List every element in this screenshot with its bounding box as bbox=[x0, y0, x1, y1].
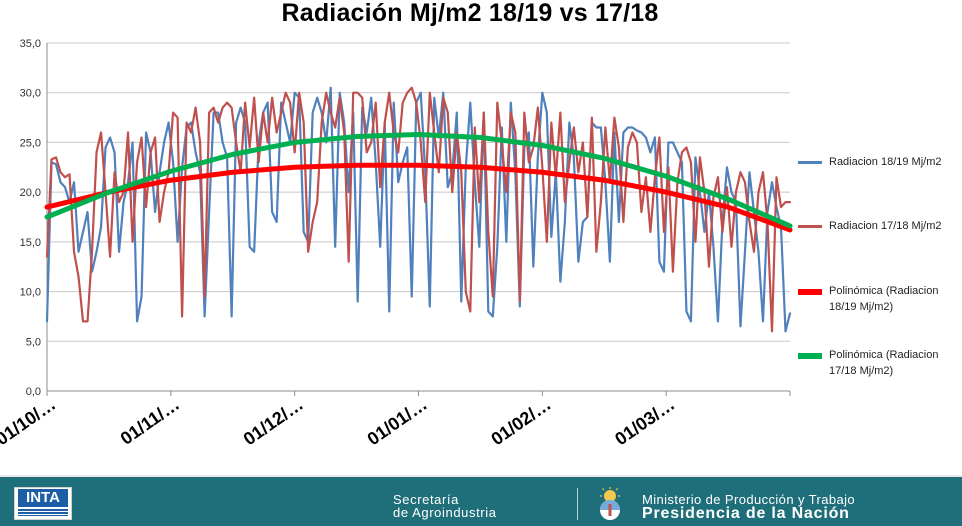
ministerio-line1: Ministerio de Producción y Trabajo bbox=[642, 492, 856, 507]
trendline-2 bbox=[44, 162, 793, 233]
x-tick-label: 01/03/… bbox=[611, 394, 678, 449]
y-tick-labels: 0,0 5,0 10,0 15,0 20,0 25,0 30,0 35,0 bbox=[20, 38, 41, 398]
x-tick-label: 01/10/… bbox=[0, 394, 59, 449]
y-tick-label: 10,0 bbox=[20, 287, 41, 299]
legend-label: Polinómica (Radiacion 17/18 Mj/m2) bbox=[829, 349, 939, 377]
inta-logo: INTA bbox=[14, 487, 72, 520]
legend-swatch-blue bbox=[798, 161, 822, 164]
gridlines bbox=[47, 42, 790, 342]
secretaria-line1: Secretaría bbox=[393, 492, 459, 507]
secretaria-line2: de Agroindustria bbox=[393, 505, 497, 520]
ministerio-line2: Presidencia de la Nación bbox=[642, 505, 850, 522]
y-tick-label: 35,0 bbox=[20, 38, 41, 50]
y-tick-label: 15,0 bbox=[20, 237, 41, 249]
legend-label: Radiacion 18/19 Mj/m2 bbox=[829, 156, 942, 168]
inta-logo-bars bbox=[18, 509, 68, 516]
chart-title: Radiación Mj/m2 18/19 vs 17/18 bbox=[281, 0, 659, 27]
legend-swatch-red bbox=[798, 225, 822, 228]
legend-label: Polinómica (Radiacion 18/19 Mj/m2) bbox=[829, 285, 939, 313]
footer-divider bbox=[577, 488, 578, 520]
series-line-1 bbox=[45, 86, 792, 333]
footer-bar bbox=[0, 477, 962, 526]
legend-swatch-trend-red bbox=[798, 289, 822, 295]
x-tick-label: 01/11/… bbox=[117, 394, 183, 449]
x-tick-label: 01/01/… bbox=[364, 394, 431, 449]
legend-label: Radiacion 17/18 Mj/m2 bbox=[829, 220, 942, 232]
x-tick-labels: 01/10/… 01/11/… 01/12/… 01/01/… 01/02/… 01/03… bbox=[0, 394, 678, 449]
y-tick-label: 5,0 bbox=[26, 336, 41, 348]
y-tick-label: 30,0 bbox=[20, 88, 41, 100]
legend-swatch-trend-green bbox=[798, 353, 822, 359]
series-lines bbox=[44, 86, 793, 333]
y-tick-label: 20,0 bbox=[20, 187, 41, 199]
x-tick-label: 01/12/… bbox=[240, 394, 307, 449]
chart-plot-area: 0,05,010,015,020,025,030,035,0 01/10/… 01… bbox=[0, 38, 793, 449]
trendline-3 bbox=[44, 131, 793, 229]
inta-logo-text: INTA bbox=[18, 489, 68, 507]
x-tick-label: 01/02/… bbox=[487, 394, 554, 449]
y-tick-label: 25,0 bbox=[20, 137, 41, 149]
y-tick-label: 0,0 bbox=[26, 386, 41, 398]
footer-stripe bbox=[0, 475, 962, 478]
argentina-seal-icon bbox=[600, 487, 620, 520]
